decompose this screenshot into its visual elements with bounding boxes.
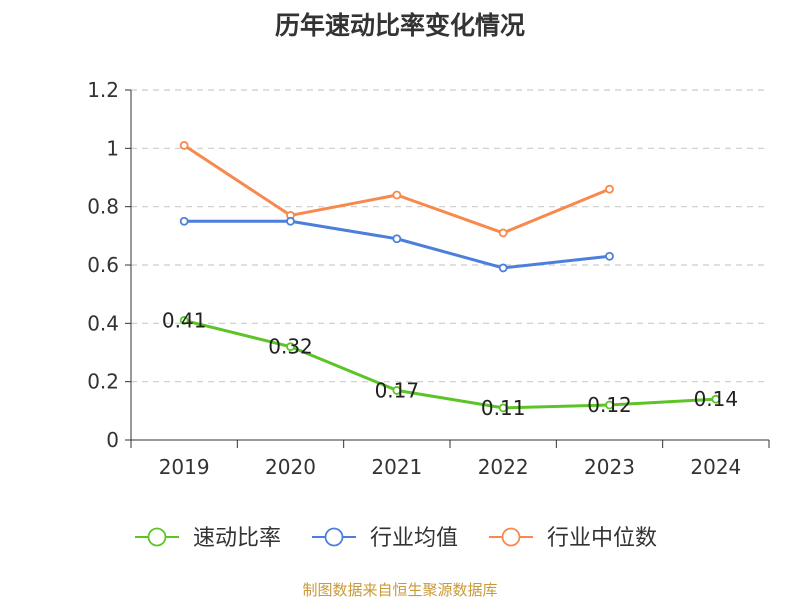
data-point [605, 251, 614, 261]
legend-label: 速动比率 [193, 526, 281, 551]
data-point [286, 216, 295, 226]
data-label: 0.32 [268, 335, 313, 359]
legend-marker [147, 527, 167, 547]
data-label: 0.11 [481, 396, 526, 420]
data-point [179, 316, 189, 325]
x-tick-label: 2022 [478, 455, 529, 479]
y-tick-label: 1.2 [87, 78, 119, 102]
data-point [179, 141, 189, 150]
y-tick-label: 0.6 [87, 253, 119, 277]
data-label: 0.41 [162, 308, 207, 332]
y-tick-label: 0.8 [87, 195, 119, 219]
data-point [392, 190, 402, 200]
data-label: 0.12 [587, 393, 632, 417]
x-tick-label: 2024 [690, 455, 741, 479]
legend-label: 行业中位数 [547, 526, 657, 551]
legend-label: 行业均值 [370, 526, 458, 551]
data-point [605, 400, 614, 410]
data-point [711, 394, 721, 404]
x-tick-label: 2020 [265, 455, 316, 479]
data-point [498, 263, 508, 273]
legend-marker [324, 527, 344, 547]
data-point [392, 386, 402, 395]
y-tick-label: 0.2 [87, 370, 119, 394]
x-tick-label: 2021 [371, 455, 422, 479]
series-line-2 [184, 219, 610, 270]
y-tick-label: 0.4 [87, 311, 119, 335]
data-label: 0.14 [694, 387, 739, 411]
series-line-1 [183, 318, 716, 410]
y-tick-label: 1 [106, 136, 119, 160]
y-tick-label: 0 [106, 428, 119, 452]
x-tick-label: 2023 [584, 455, 635, 479]
chart-title: 历年速动比率变化情况 [274, 11, 525, 40]
data-point [498, 228, 508, 238]
data-point [392, 234, 402, 244]
x-tick-label: 2019 [159, 455, 210, 479]
data-source-note: 制图数据来自恒生聚源数据库 [302, 581, 498, 599]
data-point [605, 184, 614, 194]
data-label: 0.17 [375, 378, 420, 402]
legend-marker [501, 527, 521, 547]
data-point [179, 216, 189, 226]
data-point [498, 403, 508, 413]
data-point [286, 342, 295, 352]
